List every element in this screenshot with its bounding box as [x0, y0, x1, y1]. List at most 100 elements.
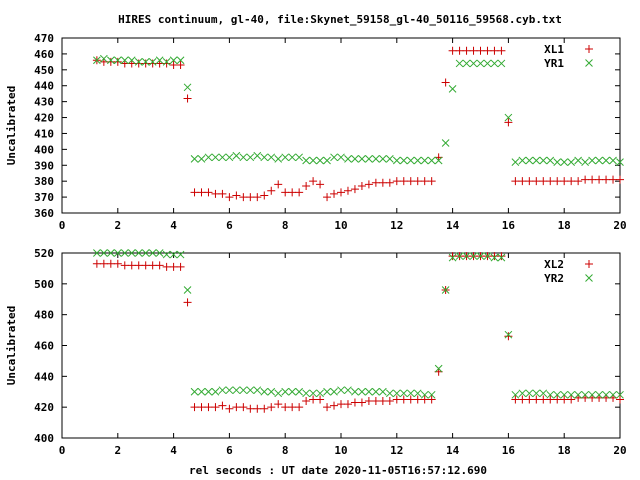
- plot-frame: [61, 252, 621, 439]
- data-point: [469, 59, 478, 68]
- x-tick-label: 2: [114, 444, 121, 457]
- data-point: [197, 403, 206, 412]
- data-point: [330, 153, 338, 162]
- data-point: [420, 390, 429, 399]
- data-point: [337, 153, 345, 162]
- data-point: [288, 188, 297, 197]
- data-point: [232, 386, 241, 395]
- data-point: [204, 153, 213, 162]
- data-point: [148, 249, 157, 257]
- data-point: [176, 250, 185, 259]
- data-point: [616, 390, 624, 399]
- data-point: [385, 397, 394, 405]
- data-point: [581, 390, 589, 399]
- data-point: [392, 156, 401, 165]
- data-point: [99, 259, 108, 268]
- x-tick-label: 0: [59, 219, 66, 232]
- data-point: [413, 395, 422, 404]
- data-point: [448, 252, 457, 261]
- data-point: [183, 298, 192, 307]
- data-point: [211, 189, 220, 198]
- x-axis-label: rel seconds : UT date 2020-11-05T16:57:1…: [189, 464, 487, 477]
- data-point: [574, 177, 583, 186]
- data-point: [427, 390, 436, 399]
- x-tick-label: 14: [446, 444, 460, 457]
- data-point: [574, 390, 583, 399]
- x-tick-label: 12: [390, 219, 403, 232]
- data-point: [274, 180, 283, 189]
- data-point: [588, 175, 597, 184]
- data-point: [316, 180, 325, 189]
- data-point: [364, 397, 373, 405]
- y-tick-label: 390: [34, 159, 54, 172]
- data-point: [218, 189, 227, 198]
- data-point: [113, 249, 122, 257]
- data-point: [155, 56, 164, 65]
- data-point: [546, 177, 555, 186]
- data-point: [553, 158, 562, 166]
- data-point: [225, 153, 234, 162]
- data-point: [525, 156, 534, 165]
- data-point: [281, 387, 290, 396]
- data-point: [302, 156, 310, 165]
- data-point: [351, 387, 359, 396]
- data-point: [93, 249, 101, 257]
- data-point: [476, 252, 485, 260]
- data-point: [448, 253, 457, 262]
- data-point: [511, 395, 520, 404]
- data-point: [246, 386, 255, 395]
- y-tick-label: 520: [34, 247, 54, 260]
- data-point: [546, 390, 555, 399]
- data-point: [490, 59, 499, 68]
- data-point: [532, 389, 541, 398]
- data-point: [93, 56, 101, 65]
- data-point: [602, 390, 610, 399]
- y-tick-label: 440: [34, 370, 54, 383]
- data-point: [190, 188, 199, 197]
- data-point: [260, 191, 269, 200]
- data-point: [120, 56, 129, 65]
- data-point: [267, 186, 276, 195]
- data-point: [169, 56, 178, 65]
- data-point: [169, 262, 178, 271]
- data-point: [204, 188, 213, 197]
- data-point: [532, 156, 541, 165]
- data-point: [176, 56, 185, 65]
- data-point: [295, 188, 304, 197]
- data-point: [483, 46, 492, 55]
- data-point: [462, 59, 471, 68]
- y-tick-label: 470: [34, 32, 54, 45]
- data-point: [281, 153, 290, 162]
- data-point: [567, 390, 576, 399]
- y-tick-label: 450: [34, 64, 54, 77]
- data-point: [281, 403, 290, 412]
- data-point: [525, 389, 534, 398]
- data-point: [483, 59, 492, 68]
- data-point: [120, 261, 129, 270]
- data-point: [225, 386, 234, 395]
- data-point: [392, 395, 401, 404]
- data-point: [567, 177, 576, 186]
- data-point: [546, 395, 555, 404]
- data-point: [616, 175, 624, 184]
- data-point: [371, 397, 380, 405]
- data-point: [190, 387, 199, 396]
- data-point: [302, 397, 311, 405]
- data-point: [106, 57, 115, 66]
- data-point: [357, 181, 366, 190]
- data-point: [441, 139, 450, 147]
- data-point: [427, 395, 436, 404]
- data-point: [490, 253, 499, 262]
- data-point: [225, 193, 234, 202]
- data-point: [295, 153, 304, 162]
- data-point: [309, 389, 317, 398]
- data-point: [183, 94, 192, 103]
- data-point: [141, 58, 150, 66]
- y-tick-label: 430: [34, 96, 54, 109]
- data-point: [190, 403, 199, 412]
- data-point: [274, 400, 283, 409]
- legend-label: YR2: [544, 272, 564, 285]
- data-point: [399, 395, 408, 404]
- data-point: [218, 401, 227, 410]
- data-point: [134, 249, 143, 257]
